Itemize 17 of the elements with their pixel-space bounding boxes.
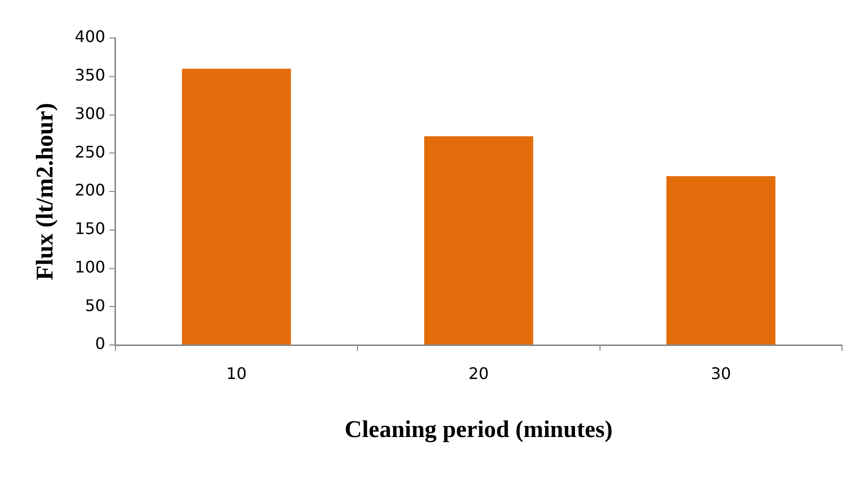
y-tick-label: 300	[74, 104, 106, 123]
y-tick-label: 250	[74, 142, 106, 162]
y-tick-label: 200	[74, 180, 106, 200]
y-tick-label: 50	[84, 296, 106, 315]
bar	[182, 68, 291, 344]
x-tick-label: 20	[468, 364, 489, 383]
x-tick-label: 10	[226, 364, 247, 383]
y-tick-label: 350	[74, 66, 106, 85]
x-axis-title: Cleaning period (minutes)	[344, 416, 613, 443]
y-tick-label: 0	[95, 334, 106, 354]
y-tick-label: 150	[74, 219, 106, 238]
bar	[424, 136, 534, 344]
y-axis-title: Flux (lt/m2.hour)	[32, 102, 59, 280]
y-tick-label: 100	[74, 257, 106, 276]
y-tick-label: 400	[74, 27, 106, 46]
x-tick-label: 30	[710, 364, 732, 383]
bar	[666, 176, 776, 344]
